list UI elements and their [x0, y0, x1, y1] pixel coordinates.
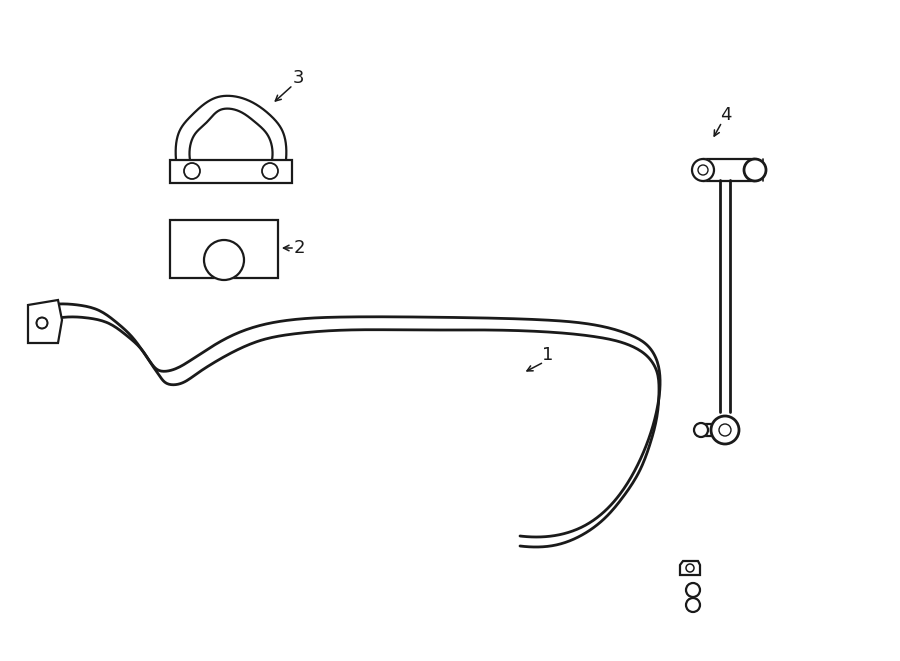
- Circle shape: [262, 163, 278, 179]
- Circle shape: [692, 159, 714, 181]
- Text: 4: 4: [720, 106, 732, 124]
- Polygon shape: [28, 300, 62, 343]
- Circle shape: [711, 416, 739, 444]
- Polygon shape: [170, 160, 292, 183]
- Polygon shape: [680, 561, 700, 575]
- Text: 2: 2: [293, 239, 305, 257]
- Circle shape: [744, 159, 766, 181]
- Circle shape: [686, 598, 700, 612]
- Text: 1: 1: [543, 346, 553, 364]
- Circle shape: [694, 423, 708, 437]
- Circle shape: [686, 583, 700, 597]
- Circle shape: [37, 317, 48, 329]
- Polygon shape: [170, 220, 278, 278]
- Circle shape: [184, 163, 200, 179]
- Circle shape: [204, 240, 244, 280]
- Text: 3: 3: [292, 69, 304, 87]
